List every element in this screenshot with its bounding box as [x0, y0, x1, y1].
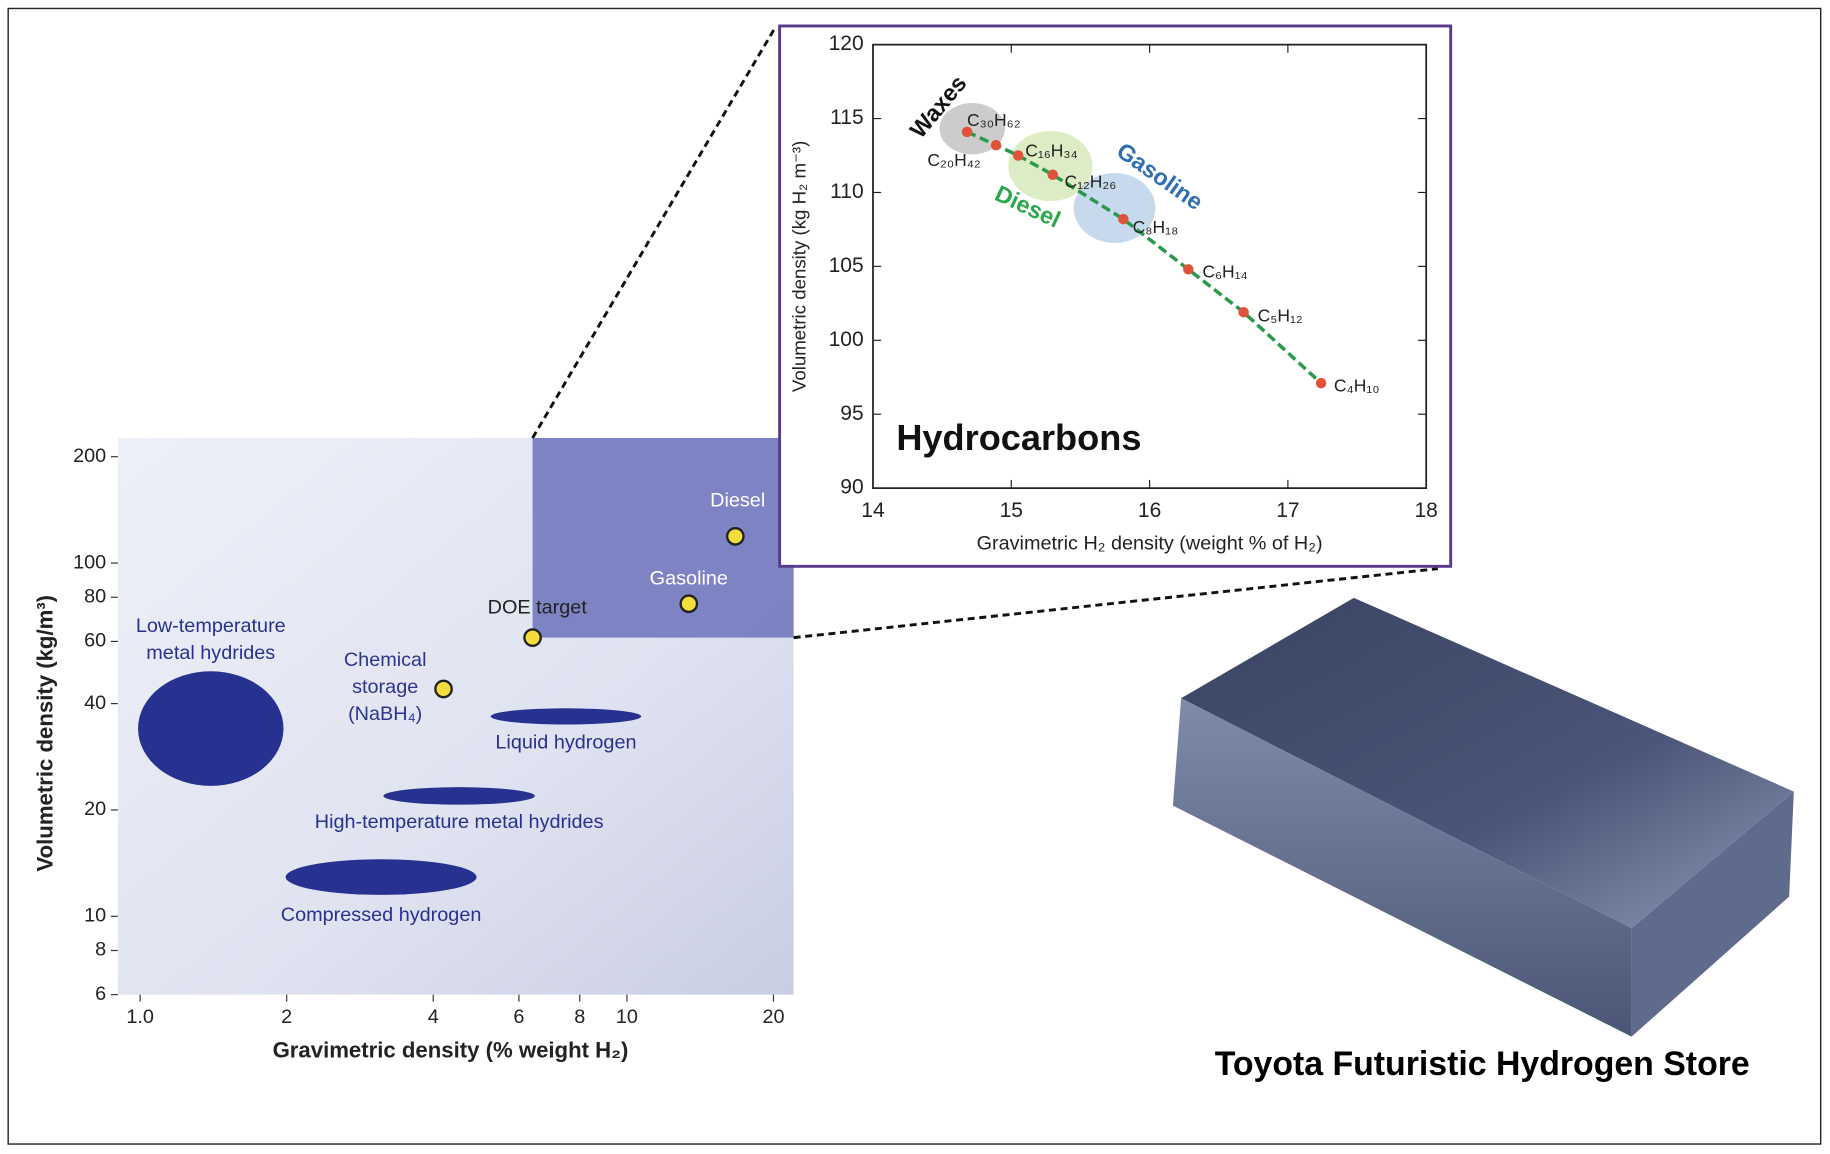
data-point [1316, 378, 1327, 389]
x-tick-label: 8 [574, 1006, 585, 1028]
point-label: storage [352, 676, 418, 698]
point-label: DOE target [488, 597, 588, 619]
y-tick-label: 95 [840, 402, 863, 425]
x-tick-label: 10 [616, 1006, 638, 1028]
data-point [1183, 264, 1194, 275]
data-point [1238, 307, 1249, 318]
point-label: (NaBH₄) [348, 703, 422, 725]
data-point [991, 140, 1002, 151]
region [138, 671, 283, 786]
x-tick-label: 2 [281, 1006, 292, 1028]
y-tick-label: 105 [829, 254, 864, 277]
x-tick-label: 4 [428, 1006, 439, 1028]
page: {"chart_data": [ {"type": "scatter", "xl… [0, 0, 1830, 1149]
region-label: High-temperature metal hydrides [315, 811, 604, 833]
x-tick-label: 20 [762, 1006, 784, 1028]
y-tick-label: 8 [95, 939, 106, 961]
region [286, 859, 477, 895]
point-label: C₁₂H₂₆ [1064, 172, 1116, 192]
x-tick-label: 1.0 [126, 1006, 154, 1028]
y-tick-label: 110 [830, 180, 863, 203]
region [491, 708, 642, 724]
figure: Toyota Futuristic Hydrogen Store 1.0 2 4 6 8… [0, 0, 1830, 1149]
data-point [727, 528, 743, 544]
y-axis-label: Volumetric density (kg/m³) [33, 595, 58, 872]
region-label: Liquid hydrogen [495, 731, 636, 753]
y-axis-label: Volumetric density (kg H₂ m⁻³) [789, 141, 810, 392]
data-point [1013, 150, 1024, 161]
point-label: Diesel [710, 490, 765, 512]
y-tick-label: 100 [73, 551, 106, 573]
x-tick-label: 16 [1138, 499, 1161, 522]
x-tick-label: 18 [1415, 499, 1438, 522]
region-label: Low-temperature [136, 615, 286, 637]
region [383, 787, 534, 804]
point-label: C₁₆H₃₄ [1025, 141, 1078, 161]
y-tick-label: 60 [84, 630, 106, 652]
caption: Toyota Futuristic Hydrogen Store [1215, 1045, 1750, 1083]
x-axis-label: Gravimetric H₂ density (weight % of H₂) [977, 532, 1323, 554]
point-label: C₆H₁₄ [1202, 261, 1247, 281]
inset-title: Hydrocarbons [896, 417, 1141, 458]
data-point [435, 681, 451, 697]
x-tick-label: 17 [1276, 499, 1299, 522]
y-tick-label: 20 [84, 798, 106, 820]
point-label: C₅H₁₂ [1258, 306, 1303, 326]
data-point [681, 596, 697, 612]
y-tick-label: 40 [84, 692, 106, 714]
point-label: C₄H₁₀ [1334, 375, 1380, 395]
region-label: metal hydrides [146, 642, 275, 664]
y-tick-label: 10 [84, 905, 106, 927]
point-label: C₈H₁₈ [1133, 217, 1179, 237]
x-tick-label: 15 [1000, 499, 1023, 522]
y-tick-label: 100 [829, 328, 864, 351]
y-tick-label: 120 [829, 32, 864, 55]
data-point [1048, 169, 1059, 180]
point-label: Chemical [344, 649, 427, 671]
x-tick-label: 6 [513, 1006, 524, 1028]
y-tick-label: 115 [830, 106, 863, 129]
y-tick-label: 200 [73, 445, 106, 467]
x-tick-label: 14 [861, 499, 885, 522]
point-label: C₂₀H₄₂ [927, 150, 980, 170]
data-point [1118, 214, 1129, 225]
region-label: Compressed hydrogen [281, 904, 482, 926]
data-point [524, 629, 540, 645]
y-tick-label: 90 [840, 476, 863, 499]
inset-frame [780, 26, 1451, 566]
chart-2: 14 15 16 17 18 90 95 100 105 110 115 120 Gravimetric… [780, 26, 1451, 566]
y-tick-label: 80 [84, 586, 106, 608]
point-label: C₃₀H₆₂ [967, 110, 1021, 130]
x-axis-label: Gravimetric density (% weight H₂) [273, 1038, 629, 1063]
y-tick-label: 6 [95, 983, 106, 1005]
point-label: Gasoline [650, 567, 728, 589]
